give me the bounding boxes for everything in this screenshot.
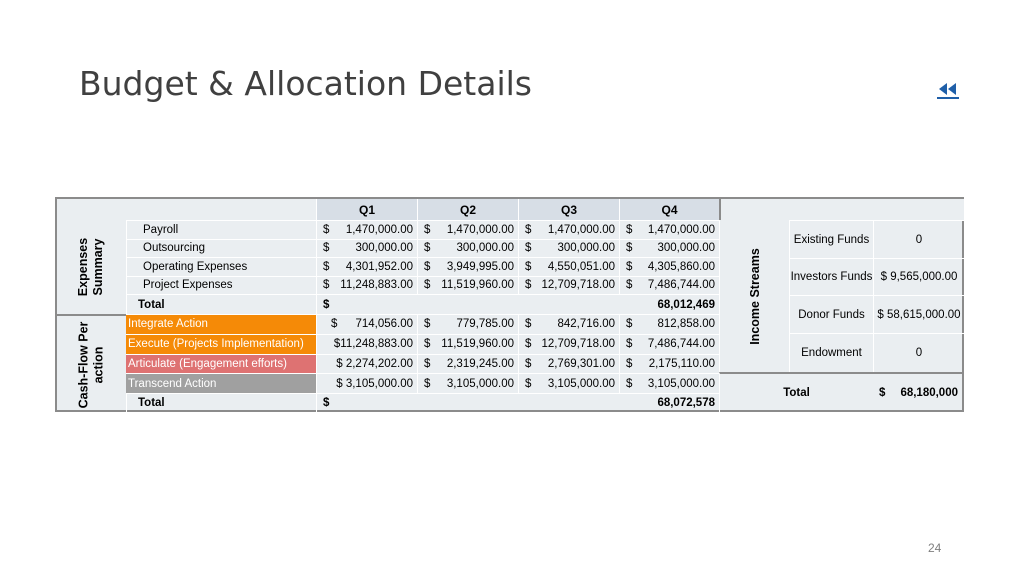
cashflow-cell: $3,105,000.00 bbox=[518, 373, 619, 393]
cashflow-cell: $12,709,718.00 bbox=[518, 333, 619, 354]
cashflow-cell: $2,769,301.00 bbox=[518, 353, 619, 374]
income-row-label: Donor Funds bbox=[789, 295, 873, 333]
cashflow-row-label: Integrate Action bbox=[126, 314, 316, 334]
cashflow-cell: $812,858.00 bbox=[619, 314, 719, 334]
cashflow-cell: $11,248,883.00 bbox=[316, 333, 417, 354]
cashflow-total-value: $68,072,578 bbox=[316, 393, 719, 412]
header-blank bbox=[57, 199, 316, 220]
expense-cell: $3,949,995.00 bbox=[417, 257, 518, 276]
income-total-label: Total bbox=[719, 372, 873, 412]
cashflow-cell: $ 3,105,000.00 bbox=[316, 373, 417, 393]
quarter-header: Q3 bbox=[518, 199, 619, 220]
income-header-blank bbox=[719, 199, 964, 220]
expenses-total-value: $68,012,469 bbox=[316, 294, 719, 314]
cashflow-cell: $7,486,744.00 bbox=[619, 333, 719, 354]
cashflow-row-label: Articulate (Engagement efforts) bbox=[126, 353, 316, 374]
expense-cell: $300,000.00 bbox=[417, 238, 518, 257]
income-row-label: Investors Funds bbox=[789, 258, 873, 295]
expense-cell: $4,305,860.00 bbox=[619, 257, 719, 276]
page-number: 24 bbox=[928, 541, 942, 555]
expense-cell: $300,000.00 bbox=[619, 238, 719, 257]
expense-cell: $7,486,744.00 bbox=[619, 275, 719, 294]
double-left-arrow-icon[interactable] bbox=[934, 80, 960, 100]
expense-cell: $11,248,883.00 bbox=[316, 275, 417, 294]
cashflow-per-action-label: Cash-Flow Per action bbox=[57, 314, 127, 414]
cashflow-cell: $3,105,000.00 bbox=[619, 373, 719, 393]
expense-row-label: Project Expenses bbox=[126, 275, 316, 294]
expenses-total-label: Total bbox=[126, 294, 316, 314]
quarter-header: Q4 bbox=[619, 199, 719, 220]
cashflow-cell: $779,785.00 bbox=[417, 314, 518, 334]
expense-cell: $4,301,952.00 bbox=[316, 257, 417, 276]
expense-cell: $1,470,000.00 bbox=[619, 220, 719, 239]
cashflow-cell: $714,056.00 bbox=[316, 314, 417, 334]
budget-table: Q1 Q2 Q3 Q4 Expenses Summary Cash-Flow Pe… bbox=[55, 197, 964, 414]
expense-cell: $11,519,960.00 bbox=[417, 275, 518, 294]
income-streams-label: Income Streams bbox=[719, 220, 790, 372]
cashflow-cell: $842,716.00 bbox=[518, 314, 619, 334]
cashflow-cell: $ 2,274,202.00 bbox=[316, 353, 417, 374]
cashflow-cell: $3,105,000.00 bbox=[417, 373, 518, 393]
cashflow-cell: $2,175,110.00 bbox=[619, 353, 719, 374]
quarter-header: Q2 bbox=[417, 199, 518, 220]
expense-cell: $300,000.00 bbox=[518, 238, 619, 257]
cashflow-cell: $2,319,245.00 bbox=[417, 353, 518, 374]
expense-row-label: Operating Expenses bbox=[126, 257, 316, 276]
income-row-label: Endowment bbox=[789, 333, 873, 372]
cashflow-cell: $11,519,960.00 bbox=[417, 333, 518, 354]
expense-cell: $300,000.00 bbox=[316, 238, 417, 257]
expense-cell: $1,470,000.00 bbox=[316, 220, 417, 239]
income-row-value: $ 9,565,000.00 bbox=[873, 258, 964, 295]
expense-cell: $4,550,051.00 bbox=[518, 257, 619, 276]
income-row-value: $ 58,615,000.00 bbox=[873, 295, 964, 333]
cashflow-total-label: Total bbox=[126, 393, 316, 412]
expense-row-label: Outsourcing bbox=[126, 238, 316, 257]
cashflow-row-label: Transcend Action bbox=[126, 373, 316, 393]
income-row-value: 0 bbox=[873, 220, 964, 258]
expense-row-label: Payroll bbox=[126, 220, 316, 239]
expense-cell: $1,470,000.00 bbox=[417, 220, 518, 239]
quarter-header: Q1 bbox=[316, 199, 417, 220]
income-row-value: 0 bbox=[873, 333, 964, 372]
income-row-label: Existing Funds bbox=[789, 220, 873, 258]
expense-cell: $12,709,718.00 bbox=[518, 275, 619, 294]
slide-title: Budget & Allocation Details bbox=[79, 64, 532, 103]
expenses-summary-label: Expenses Summary bbox=[57, 220, 127, 314]
expense-cell: $1,470,000.00 bbox=[518, 220, 619, 239]
income-total-value: $68,180,000 bbox=[873, 372, 964, 412]
cashflow-row-label: Execute (Projects Implementation) bbox=[126, 333, 316, 354]
